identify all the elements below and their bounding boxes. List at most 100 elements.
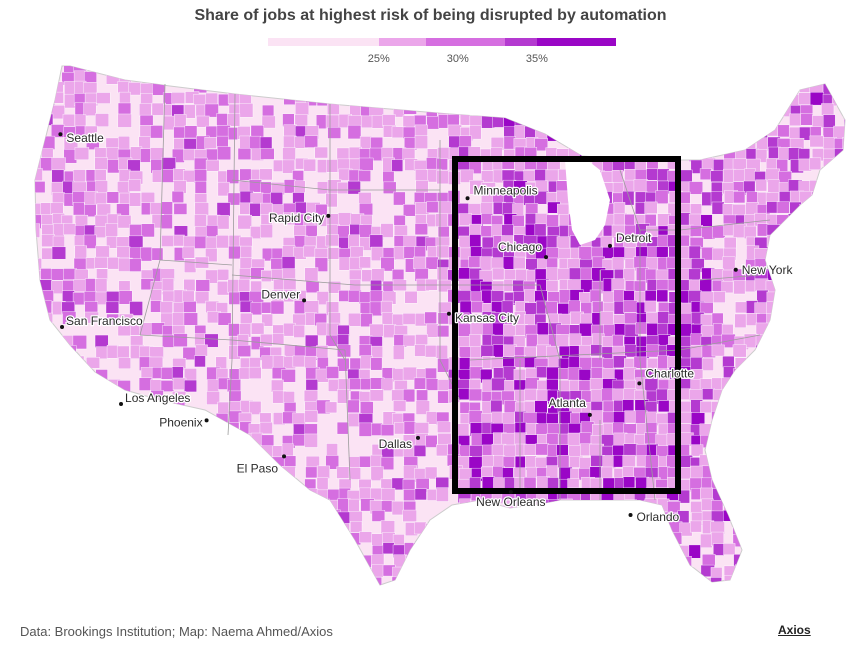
county-cell [260, 553, 275, 567]
county-cell [557, 303, 570, 316]
county-cell [215, 444, 230, 458]
county-cell [206, 379, 219, 392]
county-cell [217, 498, 232, 511]
county-cell [490, 290, 504, 304]
county-cell [712, 389, 728, 401]
county-cell [458, 94, 471, 107]
county-cell [689, 126, 702, 140]
county-cell [94, 157, 108, 170]
county-cell [316, 498, 330, 513]
county-cell [690, 577, 704, 585]
county-cell [655, 190, 669, 204]
county-cell [810, 269, 824, 283]
county-cell [666, 125, 679, 138]
county-cell [35, 278, 41, 291]
county-cell [811, 401, 824, 413]
legend-bin-1 [268, 38, 379, 46]
county-cell [184, 500, 198, 514]
county-cell [743, 544, 758, 558]
county-cell [755, 588, 766, 600]
city-label-chicago: Chicago [498, 240, 542, 254]
county-cell [821, 435, 836, 447]
county-cell [589, 500, 604, 515]
county-cell [624, 344, 637, 358]
county-cell [833, 510, 845, 524]
county-cell [238, 445, 252, 459]
county-cell [810, 201, 822, 216]
county-cell [820, 269, 834, 281]
county-cell [383, 587, 395, 600]
county-cell [546, 235, 559, 248]
county-cell [568, 510, 582, 522]
county-cell [260, 534, 276, 547]
county-cell [152, 488, 165, 503]
county-cell [601, 575, 616, 585]
county-cell [468, 456, 484, 469]
county-cell [402, 83, 416, 98]
county-cell [525, 566, 538, 580]
county-cell [460, 521, 472, 535]
county-cell [801, 66, 815, 74]
county-cell [622, 190, 635, 206]
county-cell [723, 444, 735, 458]
county-cell [733, 411, 747, 424]
county-cell [282, 159, 295, 174]
county-cell [427, 577, 439, 585]
county-cell [513, 256, 526, 270]
county-cell [457, 81, 471, 94]
county-cell [734, 377, 749, 392]
county-cell [481, 455, 494, 467]
county-cell [655, 80, 670, 95]
county-cell [809, 135, 824, 148]
county-cell [416, 599, 427, 611]
county-cell [480, 103, 493, 116]
county-cell [51, 246, 66, 260]
county-cell [491, 542, 505, 555]
county-cell [578, 344, 592, 358]
county-cell [150, 443, 165, 456]
county-cell [834, 355, 845, 370]
county-cell [35, 390, 44, 403]
county-cell [534, 290, 548, 303]
county-cell [184, 125, 198, 139]
county-cell [194, 202, 209, 216]
county-cell [800, 565, 815, 577]
county-cell [94, 433, 108, 446]
county-cell [380, 223, 394, 238]
county-cell [107, 411, 120, 426]
county-cell [745, 478, 759, 491]
county-cell [712, 488, 725, 502]
legend-bin-3 [426, 38, 506, 46]
county-cell [800, 478, 814, 493]
county-cell [810, 258, 825, 272]
county-cell [710, 102, 725, 116]
county-cell [755, 69, 769, 84]
county-cell [820, 500, 834, 514]
county-cell [317, 465, 330, 479]
county-cell [536, 366, 549, 378]
county-cell [480, 202, 493, 215]
city-label-el-paso: El Paso [237, 461, 279, 475]
county-cell [119, 445, 131, 458]
county-cell [710, 577, 722, 585]
county-cell [316, 322, 329, 336]
county-cell [547, 522, 562, 535]
county-cell [711, 201, 725, 215]
county-cell [778, 589, 790, 601]
county-cell [789, 278, 802, 293]
county-cell [789, 511, 804, 524]
county-cell [228, 534, 241, 547]
county-cell [193, 93, 207, 107]
county-cell [194, 214, 207, 228]
county-cell [206, 577, 220, 585]
axios-logo[interactable]: Axios [778, 623, 811, 637]
county-cell [469, 234, 482, 248]
city-marker-rapid-city [326, 213, 331, 218]
county-cell [327, 587, 340, 600]
county-cell [744, 81, 757, 94]
county-cell [251, 499, 266, 511]
county-cell [633, 256, 648, 269]
county-cell [570, 91, 584, 105]
county-cell [834, 148, 845, 161]
county-cell [459, 357, 471, 371]
